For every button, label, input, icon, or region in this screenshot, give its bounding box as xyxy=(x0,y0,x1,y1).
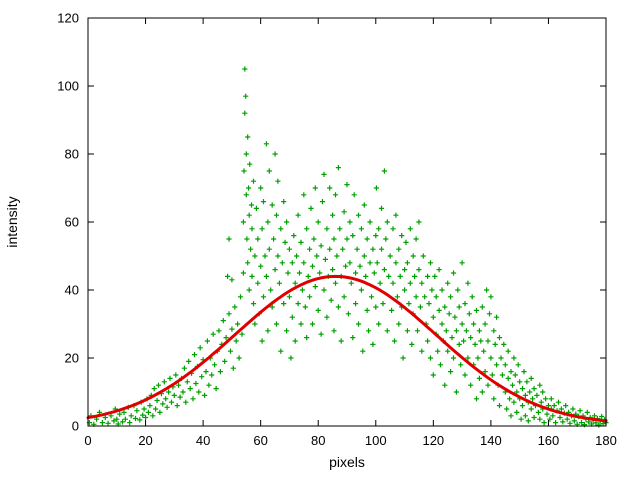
y-tick-label: 120 xyxy=(57,11,79,26)
x-tick-label: 80 xyxy=(311,433,325,448)
y-tick-label: 20 xyxy=(65,351,79,366)
x-tick-label: 120 xyxy=(422,433,444,448)
x-axis-label: pixels xyxy=(329,454,365,470)
y-tick-label: 100 xyxy=(57,79,79,94)
y-axis-label: intensity xyxy=(4,196,20,247)
x-tick-label: 180 xyxy=(595,433,617,448)
y-tick-label: 40 xyxy=(65,283,79,298)
x-tick-label: 100 xyxy=(365,433,387,448)
x-tick-label: 40 xyxy=(196,433,210,448)
x-tick-label: 20 xyxy=(138,433,152,448)
x-tick-label: 0 xyxy=(84,433,91,448)
fit-curve-gaussian-fit xyxy=(86,274,608,423)
x-tick-label: 140 xyxy=(480,433,502,448)
y-tick-label: 60 xyxy=(65,215,79,230)
y-tick-label: 80 xyxy=(65,147,79,162)
x-tick-label: 60 xyxy=(253,433,267,448)
y-tick-label: 0 xyxy=(72,419,79,434)
x-tick-label: 160 xyxy=(538,433,560,448)
